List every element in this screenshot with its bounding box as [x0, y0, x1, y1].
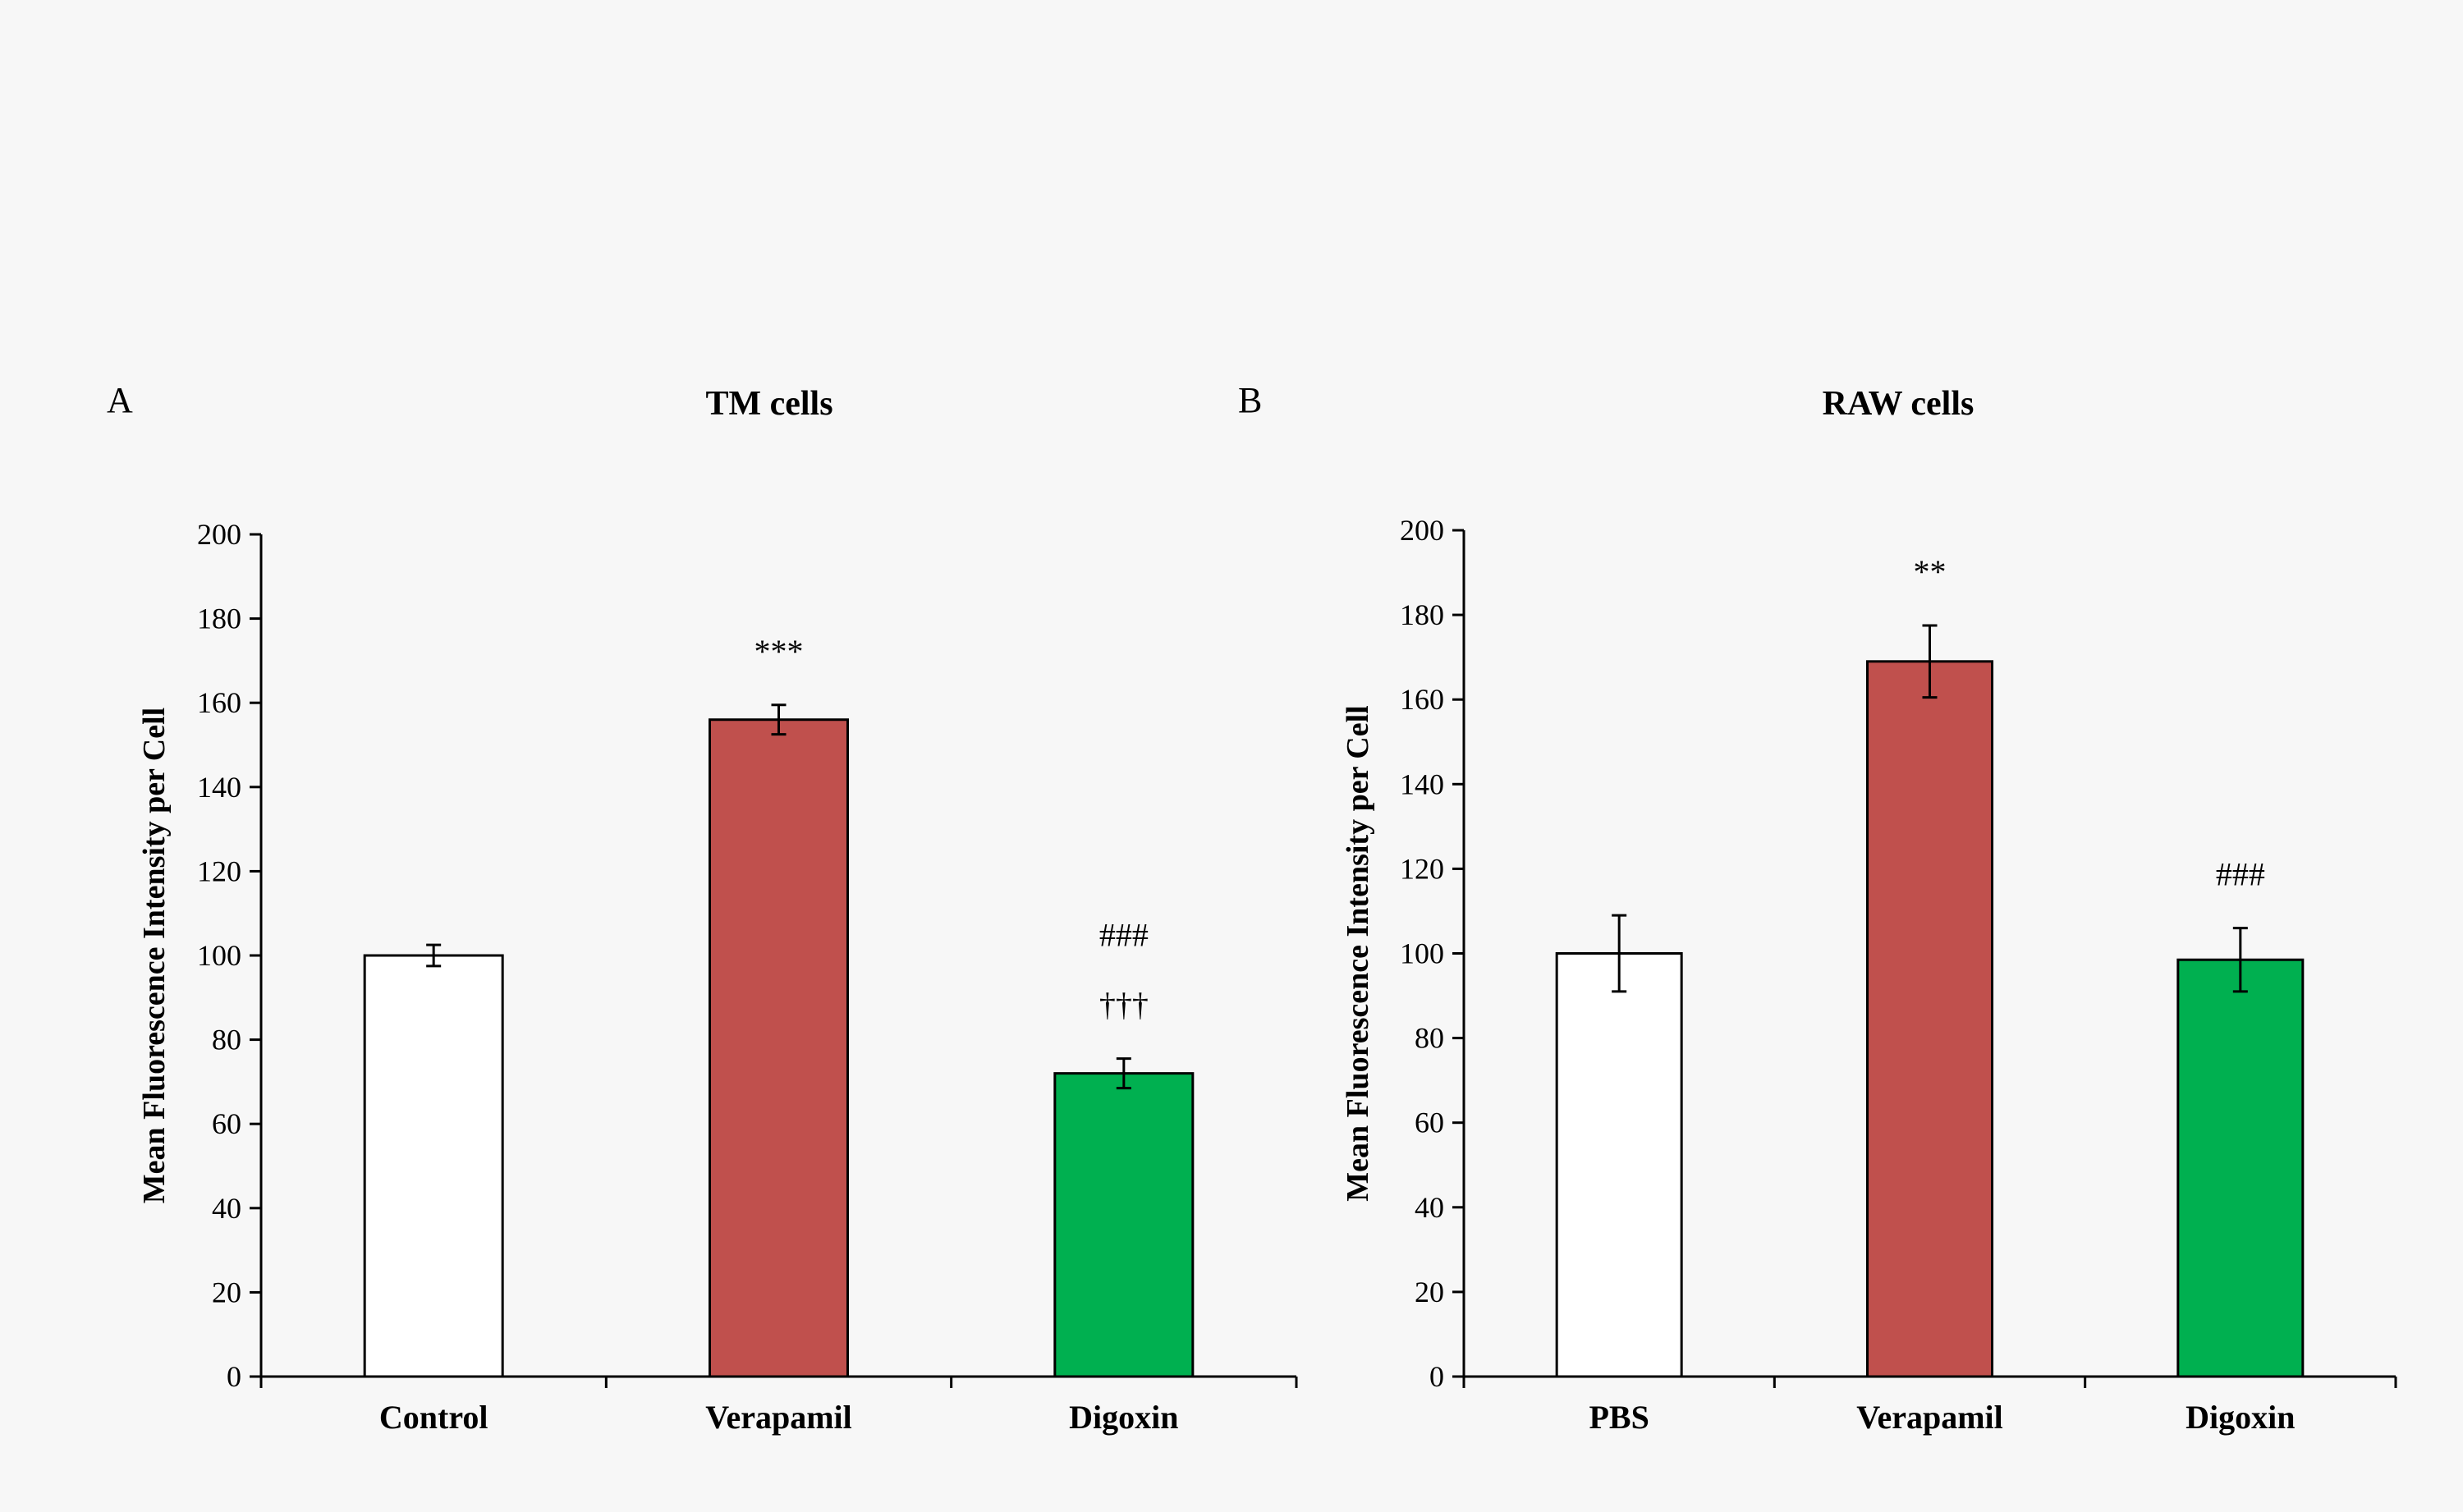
y-tick-label: 180: [1400, 598, 1444, 631]
bar-pbs: [1555, 952, 1683, 1378]
y-tick-label: 20: [212, 1276, 241, 1308]
y-tick-label: 60: [1415, 1107, 1444, 1139]
y-tick-label: 140: [1400, 767, 1444, 800]
bar-digoxin: [2176, 958, 2305, 1378]
y-tick-label: 60: [212, 1107, 241, 1140]
x-tick-label: Control: [379, 1399, 488, 1436]
y-tick-label: 180: [197, 603, 241, 635]
y-tick-label: 140: [197, 771, 241, 804]
x-tick-label: Digoxin: [1069, 1399, 1178, 1436]
y-tick-label: 200: [197, 518, 241, 551]
panel-a: A TM cells Mean Fluorescence Intensity per…: [107, 380, 1298, 1436]
x-tick-label: Digoxin: [2186, 1399, 2295, 1436]
y-tick-label: 80: [1415, 1022, 1444, 1055]
x-tick-label: Verapamil: [1856, 1399, 2003, 1436]
bar-digoxin: [1053, 1072, 1195, 1378]
y-tick-label: 40: [212, 1192, 241, 1225]
y-tick-label: 0: [1429, 1360, 1444, 1393]
y-tick-label: 40: [1415, 1191, 1444, 1224]
y-axis-label: Mean Fluorescence Intensity per Cell: [1341, 705, 1375, 1201]
y-tick-label: 120: [1400, 852, 1444, 885]
y-tick-label: 160: [1400, 683, 1444, 716]
y-tick-label: 160: [197, 686, 241, 719]
x-tick-label: Verapamil: [705, 1399, 852, 1436]
panel-letter: B: [1238, 380, 1262, 420]
y-tick-label: 100: [197, 939, 241, 972]
significance-label: ***: [754, 633, 804, 670]
bar-verapamil: [709, 718, 849, 1378]
significance-label: ###: [2216, 856, 2265, 893]
y-tick-label: 0: [227, 1360, 241, 1393]
x-tick-label: PBS: [1589, 1399, 1649, 1436]
y-tick-label: 120: [197, 855, 241, 887]
significance-label: **: [1914, 553, 1947, 590]
significance-label: ###: [1099, 917, 1149, 954]
y-tick-label: 200: [1400, 514, 1444, 547]
chart-title: TM cells: [705, 385, 832, 423]
chart-title: RAW cells: [1823, 385, 1975, 423]
y-tick-label: 80: [212, 1024, 241, 1056]
y-axis-label: Mean Fluorescence Intensity per Cell: [137, 708, 172, 1203]
bar-control: [363, 954, 504, 1378]
bar-verapamil: [1866, 660, 1993, 1378]
y-tick-label: 100: [1400, 937, 1444, 970]
panel-letter: A: [107, 380, 133, 420]
significance-label: †††: [1099, 987, 1149, 1024]
y-tick-label: 20: [1415, 1276, 1444, 1308]
panel-b: B RAW cells Mean Fluorescence Intensity pe…: [1238, 380, 2397, 1436]
